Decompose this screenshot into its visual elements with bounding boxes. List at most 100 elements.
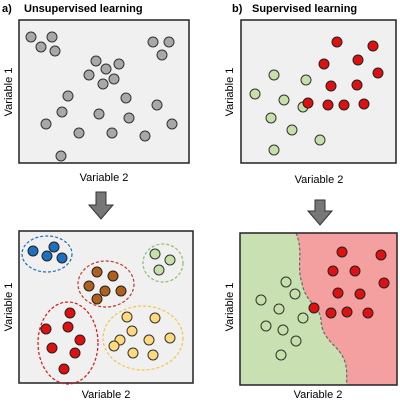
panel-c-ylabel: Variable 1 [3, 283, 15, 332]
data-point [375, 249, 387, 261]
data-point [378, 277, 390, 289]
brown-cluster-outline [77, 260, 135, 308]
panel-c-xlabel: Variable 2 [82, 389, 131, 401]
data-point [164, 254, 176, 266]
data-point [58, 363, 70, 375]
data-point [166, 118, 178, 130]
data-point [121, 311, 133, 323]
data-point [372, 67, 384, 79]
boundary-panel [239, 232, 398, 386]
data-point [108, 340, 120, 352]
data-point [149, 312, 161, 324]
red-class-points [302, 36, 384, 111]
unsupervised-points [25, 31, 178, 162]
data-point [62, 90, 74, 102]
decision-boundary [295, 233, 348, 385]
panel-a-title: Unsupervised learning [24, 3, 143, 15]
data-point [289, 288, 301, 300]
data-point [93, 108, 105, 120]
brown-cluster [83, 266, 127, 305]
data-point [91, 266, 103, 278]
panel-b-title: Supervised learning [252, 3, 357, 15]
data-point [341, 306, 353, 318]
data-point [327, 265, 339, 277]
data-point [120, 92, 132, 104]
data-point [69, 347, 81, 359]
data-point [275, 349, 287, 361]
data-point [249, 88, 261, 100]
data-point [126, 325, 138, 337]
data-point [48, 241, 60, 253]
green-region [240, 233, 347, 385]
data-point [268, 144, 280, 156]
data-point [164, 332, 176, 344]
green-class-points [249, 69, 326, 156]
data-point [64, 307, 76, 319]
data-point [90, 55, 102, 67]
red-cluster-outline [37, 301, 99, 385]
panel-a-ylabel: Variable 1 [3, 68, 15, 117]
data-point [332, 287, 344, 299]
data-point [113, 58, 125, 70]
panel-a-label: a) [2, 3, 12, 15]
panel-d-ylabel: Variable 1 [224, 283, 236, 332]
data-point [297, 312, 309, 324]
data-point [62, 321, 74, 333]
data-point [74, 334, 86, 346]
data-point [139, 130, 151, 142]
data-point [308, 302, 320, 314]
data-point [40, 323, 52, 335]
data-point [163, 36, 175, 48]
data-point [300, 74, 312, 86]
data-point [318, 58, 330, 70]
data-point [149, 248, 161, 260]
red-cluster [40, 307, 86, 375]
down-arrow-icon [306, 199, 334, 226]
data-point [56, 252, 68, 264]
data-point [260, 320, 272, 332]
data-point [322, 99, 334, 111]
data-point [107, 270, 119, 282]
data-point [46, 342, 58, 354]
data-point [302, 97, 314, 109]
data-point [115, 285, 127, 297]
data-point [273, 303, 285, 315]
data-point [27, 245, 39, 257]
data-point [351, 79, 363, 91]
data-point [349, 265, 361, 277]
panel-b-label: b) [232, 3, 243, 15]
unsupervised-panel [18, 19, 190, 164]
data-point [277, 324, 289, 336]
data-point [268, 69, 280, 81]
data-point [156, 49, 168, 61]
data-point [108, 73, 120, 85]
yellow-cluster-outline [102, 305, 184, 371]
data-point [367, 40, 379, 52]
data-point [153, 264, 165, 276]
data-point [286, 124, 298, 136]
data-point [56, 106, 68, 118]
panel-a-xlabel: Variable 2 [80, 172, 129, 184]
yellow-cluster [108, 311, 176, 361]
data-point [147, 349, 159, 361]
data-point [35, 41, 47, 53]
data-point [362, 307, 374, 319]
data-point [338, 99, 350, 111]
red-region-points [308, 246, 390, 319]
data-point [83, 280, 95, 292]
data-point [41, 250, 53, 262]
data-point [91, 293, 103, 305]
blue-cluster [27, 241, 68, 264]
data-point [97, 78, 109, 90]
data-point [325, 307, 337, 319]
data-point [127, 347, 139, 359]
data-point [40, 118, 52, 130]
data-point [354, 288, 366, 300]
data-point [331, 36, 343, 48]
data-point [290, 335, 302, 347]
data-point [143, 334, 155, 346]
data-point [151, 99, 163, 111]
data-point [46, 31, 58, 43]
data-point [336, 246, 348, 258]
